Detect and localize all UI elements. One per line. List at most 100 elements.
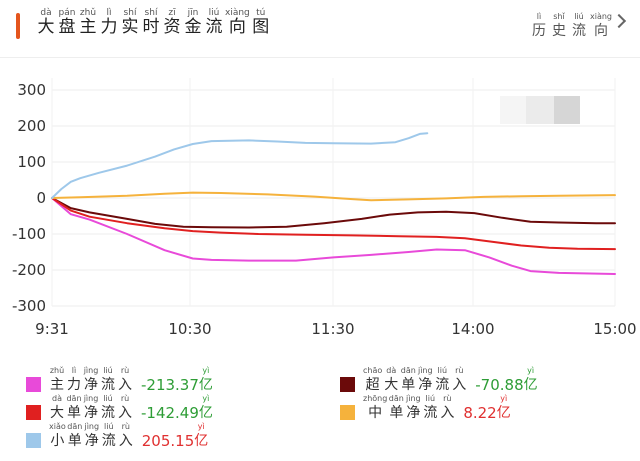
pinyin: zhǔ: [49, 366, 65, 375]
legend-swatch: [26, 433, 41, 448]
hanzi: 流: [101, 433, 116, 449]
pinyin: jìng: [83, 394, 99, 403]
legend-swatch: [340, 405, 355, 420]
legend-label-char: rù 入: [451, 366, 467, 394]
legend-label-char: zhōng 中: [363, 394, 387, 422]
hanzi: 中: [368, 405, 383, 421]
hanzi: 净: [84, 405, 98, 421]
hanzi: 主: [79, 17, 97, 37]
pinyin: yì: [527, 366, 535, 375]
pinyin: dān: [388, 394, 404, 403]
pinyin: rù: [121, 422, 130, 431]
title-char: xiàng 向: [225, 8, 250, 36]
series-main-line: [51, 197, 616, 275]
pinyin: dà: [52, 394, 62, 403]
legend-value-unit: yì 亿: [497, 394, 511, 422]
title-char: dà 大: [36, 8, 56, 36]
title-char: zhǔ 主: [78, 8, 98, 36]
hanzi: 历: [531, 23, 546, 39]
legend-label-char: jìng 净: [405, 394, 421, 422]
legend-value-unit: yì 亿: [524, 366, 538, 394]
pinyin: liú: [574, 12, 584, 21]
hanzi: 单: [389, 405, 404, 421]
pinyin: dān: [67, 422, 83, 431]
legend-item: zhǔ 主 lì 力 jìng 净 liú 流 rù 入 -213.37 yì 亿: [26, 366, 213, 394]
hanzi: 实: [121, 17, 139, 37]
legend-label-char: xiǎo 小: [49, 422, 66, 450]
pinyin: dān: [400, 366, 416, 375]
legend-value-unit: yì 亿: [194, 422, 208, 450]
legend-label-char: lì 力: [66, 366, 82, 394]
y-tick-label: -100: [12, 225, 46, 243]
pinyin: liú: [103, 366, 113, 375]
legend-value: -213.37 yì 亿: [141, 366, 213, 394]
legend-item: dà 大 dān 单 jìng 净 liú 流 rù 入 -142.49 yì 亿: [26, 394, 213, 422]
hanzi: 图: [252, 17, 270, 37]
hanzi: 净: [406, 405, 421, 421]
title-char: shí 实: [120, 8, 140, 36]
history-flow-link[interactable]: lì 历 shǐ 史 liú 流 xiàng 向: [530, 12, 612, 40]
legend-value-number: 205.15: [141, 432, 195, 450]
legend-value: 205.15 yì 亿: [142, 422, 209, 450]
pinyin: yì: [500, 394, 508, 403]
hanzi: 入: [440, 405, 455, 421]
blur-overlay: [500, 96, 526, 124]
legend-swatch: [340, 377, 355, 392]
hanzi: 向: [228, 17, 246, 37]
x-tick-label: 15:00: [593, 320, 636, 335]
pinyin: yì: [197, 422, 205, 431]
pinyin: liú: [208, 8, 220, 18]
history-char: lì 历: [530, 12, 548, 40]
pinyin: liú: [104, 422, 114, 431]
hanzi: 流: [205, 17, 223, 37]
legend-label-char: dān 单: [66, 394, 82, 422]
legend-swatch: [26, 377, 41, 392]
series-super-line: [51, 197, 616, 229]
blur-overlay: [554, 96, 580, 124]
y-tick-label: 100: [17, 153, 46, 171]
hanzi: 亿: [496, 405, 511, 421]
hanzi: 小: [50, 433, 65, 449]
hanzi: 流: [435, 377, 450, 393]
legend-label-char: rù 入: [439, 394, 455, 422]
pinyin: jìng: [83, 366, 99, 375]
legend-label-char: jìng 净: [83, 394, 99, 422]
legend-label-char: liú 流: [100, 394, 116, 422]
legend-label-char: rù 入: [117, 394, 133, 422]
hanzi: 大: [50, 405, 64, 421]
pinyin: lì: [71, 366, 77, 375]
x-tick-label: 11:30: [311, 320, 354, 335]
pinyin: zhǔ: [79, 8, 97, 18]
legend-value-number: -142.49: [141, 404, 199, 422]
x-tick-label: 14:00: [451, 320, 494, 335]
pinyin: jìng: [84, 422, 100, 431]
legend-label-char: jìng 净: [83, 366, 99, 394]
pinyin: xiàng: [589, 12, 612, 21]
legend-value-unit: yì 亿: [199, 366, 213, 394]
hanzi: 单: [67, 405, 81, 421]
hanzi: 资: [163, 17, 181, 37]
legend-label: chāo 超 dà 大 dān 单 jìng 净 liú 流 rù 入: [363, 366, 467, 394]
legend-label-char: jìng 净: [417, 366, 433, 394]
pinyin: liú: [103, 394, 113, 403]
hanzi: 向: [593, 23, 608, 39]
legend-label-char: liú 流: [101, 422, 117, 450]
blur-overlay: [526, 96, 554, 124]
chevron-right-icon[interactable]: [611, 13, 627, 29]
pinyin: dà: [386, 366, 397, 375]
hanzi: 大: [37, 17, 55, 37]
title-char: lì 力: [99, 8, 119, 36]
legend-label-char: rù 入: [117, 366, 133, 394]
y-tick-label: 0: [36, 189, 46, 207]
hanzi: 亿: [194, 433, 209, 449]
hanzi: 力: [67, 377, 81, 393]
legend-label-char: dān 单: [400, 366, 416, 394]
x-tick-label: 10:30: [168, 320, 211, 335]
legend-value: -70.88 yì 亿: [475, 366, 537, 394]
hanzi: 史: [551, 23, 566, 39]
title-char: shí 时: [141, 8, 161, 36]
hanzi: 入: [452, 377, 467, 393]
legend-label-char: liú 流: [434, 366, 450, 394]
legend-value-number: 8.22: [463, 404, 497, 422]
y-tick-label: 200: [17, 117, 46, 135]
